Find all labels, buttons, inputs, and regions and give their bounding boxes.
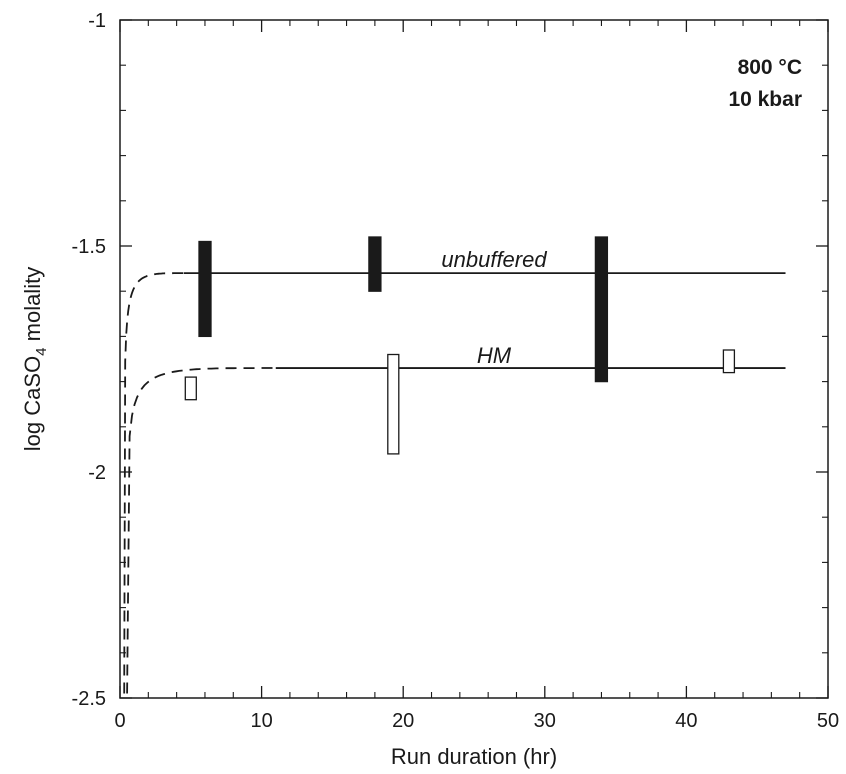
fit-dashed-unbuffered [123, 272, 184, 694]
x-tick-label: 50 [817, 710, 839, 732]
data-bar-unbuffered [198, 240, 212, 338]
condition-pressure: 10 kbar [728, 88, 802, 111]
x-axis-label: Run duration (hr) [391, 744, 557, 769]
y-axis-label-subscript: 4 [33, 347, 50, 355]
data-bars [184, 236, 736, 455]
x-tick-label: 30 [534, 710, 556, 732]
series-label-unbuffered: unbuffered [441, 247, 547, 272]
data-bar-hm [722, 349, 736, 374]
y-tick-label: -2.5 [72, 688, 106, 710]
x-tick-labels: 0 10 20 30 40 50 [114, 710, 839, 732]
y-axis-label: log CaSO4 molality [20, 267, 50, 451]
data-bar-hm [387, 353, 400, 455]
y-tick-label: -1.5 [72, 236, 106, 258]
x-tick-label: 40 [675, 710, 697, 732]
y-tick-label: -1 [88, 10, 106, 32]
y-tick-labels: -2.5 -2 -1.5 -1 [72, 10, 106, 710]
fit-curves [123, 272, 786, 694]
y-axis-label-main: log CaSO [20, 356, 45, 451]
y-tick-label: -2 [88, 462, 106, 484]
x-tick-label: 10 [250, 710, 272, 732]
plot-frame [119, 19, 829, 699]
x-tick-label: 20 [392, 710, 414, 732]
data-bar-unbuffered [594, 236, 609, 383]
x-tick-label: 0 [114, 710, 125, 732]
fit-dashed-hm [126, 367, 276, 694]
data-bar-hm [184, 376, 197, 401]
y-axis-label-tail: molality [20, 267, 45, 348]
condition-temperature: 800 °C [738, 56, 802, 79]
series-label-hm: HM [477, 343, 512, 368]
axis-ticks [119, 19, 829, 699]
data-bar-unbuffered [368, 236, 382, 292]
